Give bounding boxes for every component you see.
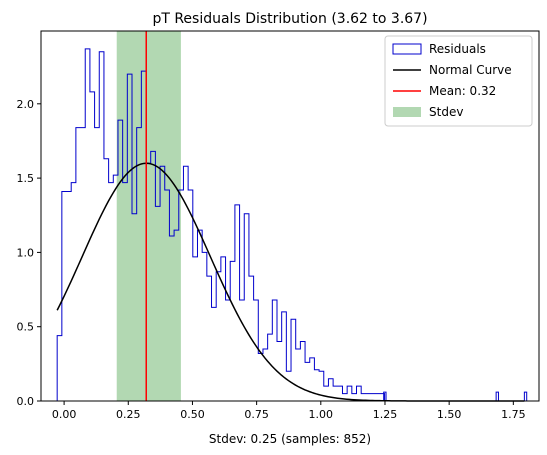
- y-tick-label: 0.5: [17, 321, 35, 334]
- histogram-outlier-bar: [523, 391, 528, 401]
- histogram-outlier-bar: [383, 391, 387, 401]
- x-tick-label: 1.50: [437, 408, 462, 421]
- x-tick-label: 1.00: [309, 408, 334, 421]
- x-tick-label: 0.50: [180, 408, 205, 421]
- legend-item-residuals-swatch: [392, 43, 422, 55]
- y-tick-label: 1.5: [17, 172, 35, 185]
- legend-item-residuals-label: Residuals: [429, 42, 486, 56]
- x-tick-label: 0.00: [52, 408, 77, 421]
- x-tick-label: 1.75: [501, 408, 526, 421]
- legend-item-normal-curve-label: Normal Curve: [429, 63, 512, 77]
- plot-area: 0.00 0.25 0.50 0.75 1.00 1.25 1.50 1.75 0.0 0.5 1.…: [17, 30, 540, 421]
- y-tick-label: 1.0: [17, 246, 35, 259]
- x-axis-label: Stdev: 0.25 (samples: 852): [209, 432, 371, 446]
- stdev-band: [116, 31, 181, 401]
- y-tick-label: 0.0: [17, 395, 35, 408]
- chart-title: pT Residuals Distribution (3.62 to 3.67): [152, 11, 427, 27]
- x-tick-label: 0.75: [244, 408, 269, 421]
- histogram-outlier-bar: [495, 391, 499, 401]
- legend-item-stdev-swatch: [393, 107, 421, 117]
- legend: Residuals Normal Curve Mean: 0.32 Stdev: [384, 35, 533, 127]
- legend-box: [384, 35, 533, 127]
- legend-item-mean-label: Mean: 0.32: [429, 84, 496, 98]
- legend-item-stdev-label: Stdev: [429, 105, 463, 119]
- histogram-residuals: [56, 48, 386, 401]
- y-tick-label: 2.0: [17, 98, 35, 111]
- x-tick-label: 0.25: [116, 408, 141, 421]
- axes-frame: [40, 30, 540, 402]
- x-tick-label: 1.25: [373, 408, 398, 421]
